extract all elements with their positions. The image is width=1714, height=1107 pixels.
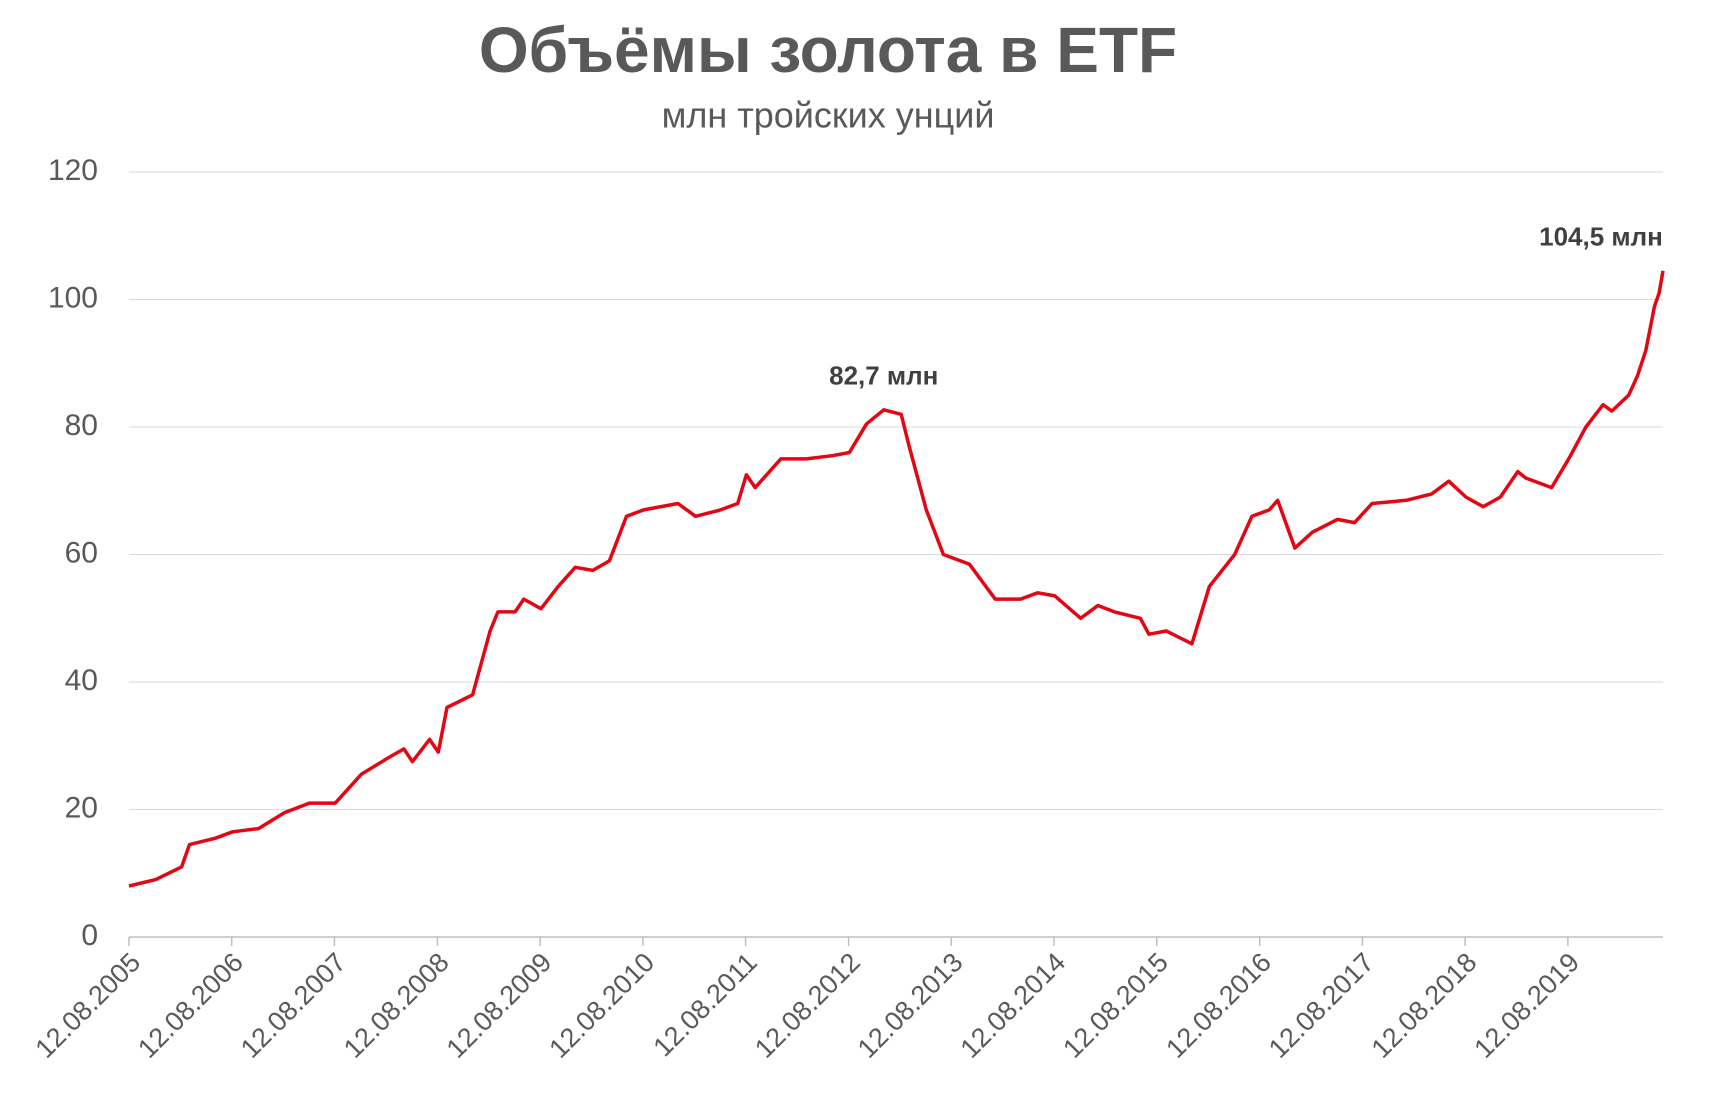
data-line xyxy=(128,270,1665,888)
x-tick-label: 12.08.2010 xyxy=(543,947,660,1064)
annotation: 104,5 млн xyxy=(1539,222,1663,252)
y-tick-label: 100 xyxy=(48,281,98,314)
chart-subtitle: млн тройских унций xyxy=(662,95,995,136)
x-tick-label: 12.08.2012 xyxy=(749,947,866,1064)
x-tick-label: 12.08.2011 xyxy=(648,947,763,1062)
x-tick-label: 12.08.2007 xyxy=(235,947,352,1064)
x-tick-label: 12.08.2009 xyxy=(441,947,558,1064)
x-tick-label: 12.08.2015 xyxy=(1057,947,1174,1064)
y-tick-label: 40 xyxy=(65,664,98,697)
x-tick-label: 12.08.2008 xyxy=(338,947,455,1064)
x-tick-label: 12.08.2019 xyxy=(1468,947,1585,1064)
x-tick-label: 12.08.2006 xyxy=(132,947,249,1064)
chart-title: Объёмы золота в ETF xyxy=(479,14,1177,86)
x-tick-label: 12.08.2014 xyxy=(955,947,1072,1064)
x-tick-label: 12.08.2017 xyxy=(1263,947,1380,1064)
y-tick-label: 20 xyxy=(65,791,98,824)
annotation: 82,7 млн xyxy=(829,361,938,391)
x-tick-label: 12.08.2018 xyxy=(1366,947,1483,1064)
x-tick-label: 12.08.2013 xyxy=(852,947,969,1064)
y-tick-label: 60 xyxy=(65,536,98,569)
y-tick-label: 120 xyxy=(48,154,98,187)
x-tick-label: 12.08.2016 xyxy=(1160,947,1277,1064)
x-tick-label: 12.08.2005 xyxy=(30,947,147,1064)
y-tick-label: 80 xyxy=(65,409,98,442)
y-tick-label: 0 xyxy=(81,919,98,952)
